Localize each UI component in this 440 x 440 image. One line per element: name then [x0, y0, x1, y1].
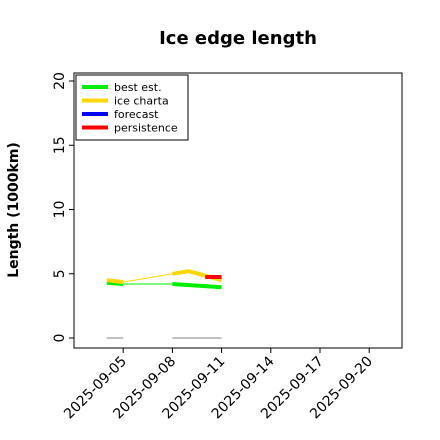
- ice-charta-series-line: [123, 273, 173, 283]
- plot-area: [73, 72, 403, 349]
- legend-entry-label: best est.: [114, 81, 162, 94]
- chart-title: Ice edge length: [159, 28, 317, 49]
- legend-entry-label: forecast: [114, 108, 159, 121]
- legend-entry-label: ice charta: [114, 95, 169, 108]
- y-tick-label: 20: [52, 72, 68, 90]
- legend-entry-label: persistence: [114, 122, 178, 135]
- best-est--series-line: [172, 282, 222, 290]
- y-tick-label: 0: [52, 334, 68, 343]
- y-tick-label: 5: [52, 269, 68, 278]
- y-tick-label: 10: [52, 201, 68, 219]
- y-axis-label: Length (1000km): [6, 142, 22, 278]
- ice-charta-series-line: [106, 278, 124, 285]
- y-tick-label: 15: [52, 136, 68, 154]
